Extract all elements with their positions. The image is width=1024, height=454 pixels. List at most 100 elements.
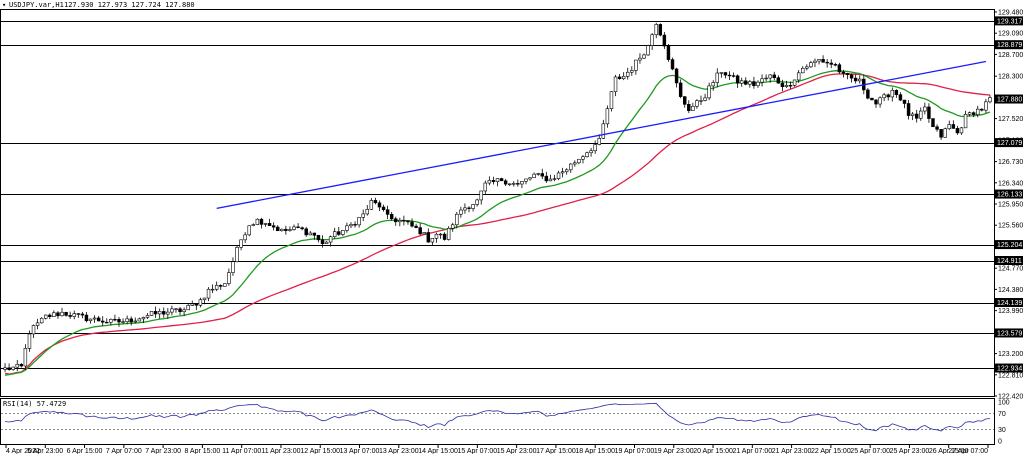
candle-194 xyxy=(792,79,797,87)
symbol-menu-icon[interactable]: ▾ xyxy=(2,1,6,9)
candle-42 xyxy=(174,308,178,313)
level-tag-7-label: 123.579 xyxy=(997,330,1022,337)
candle-body xyxy=(959,127,964,134)
level-tag-4-label: 125.204 xyxy=(997,242,1022,249)
candle-51 xyxy=(210,284,215,294)
candle-158 xyxy=(646,44,650,56)
candle-body xyxy=(471,204,475,209)
candle-body xyxy=(328,236,333,243)
candle-47 xyxy=(194,303,199,311)
y-tick-label-9: 125.950 xyxy=(998,202,1023,209)
candle-body xyxy=(516,183,520,185)
y-tick-label-1: 129.090 xyxy=(998,31,1023,38)
moving-averages xyxy=(4,70,991,376)
candle-body xyxy=(459,209,463,215)
candle-5 xyxy=(23,344,28,370)
candle-body xyxy=(931,118,935,128)
candle-body xyxy=(219,285,223,287)
candle-body xyxy=(858,78,862,82)
candle-78 xyxy=(320,235,325,248)
candle-1 xyxy=(7,363,11,371)
candle-109 xyxy=(446,226,451,241)
candle-150 xyxy=(613,74,618,97)
candle-94 xyxy=(385,205,390,220)
candle-145 xyxy=(593,140,597,154)
candle-95 xyxy=(389,211,394,221)
candle-body xyxy=(44,314,48,319)
candle-216 xyxy=(882,93,886,102)
candle-237 xyxy=(967,111,972,117)
candle-body xyxy=(483,182,488,192)
candle-6 xyxy=(27,330,32,352)
candle-39 xyxy=(162,307,166,318)
candle-body xyxy=(943,128,947,138)
candle-body xyxy=(540,173,544,177)
candle-body xyxy=(105,321,109,324)
current-price-tag: 127.880 xyxy=(995,94,1023,104)
candle-43 xyxy=(178,307,182,315)
candle-body xyxy=(353,224,357,226)
candle-body xyxy=(19,364,24,367)
candle-144 xyxy=(589,147,593,157)
rsi-tick-label-1: 70 xyxy=(998,411,1006,418)
candle-215 xyxy=(878,96,882,108)
candle-124 xyxy=(507,183,512,186)
candle-126 xyxy=(516,179,520,187)
candle-110 xyxy=(451,222,455,232)
candle-body xyxy=(874,99,878,105)
y-tick-label-12: 124.770 xyxy=(998,266,1023,273)
candle-body xyxy=(23,348,28,367)
candle-99 xyxy=(406,220,410,225)
x-tick-label-13: 15 Apr 23:00 xyxy=(497,448,537,454)
ascending-trendline[interactable] xyxy=(216,60,987,209)
candle-148 xyxy=(605,105,610,128)
price-axis: 129.480129.090128.700128.300127.910127.5… xyxy=(994,10,1023,401)
candle-body xyxy=(125,318,129,322)
candle-91 xyxy=(373,197,378,205)
candle-body xyxy=(357,217,361,226)
candle-body xyxy=(564,169,569,173)
rsi-tick-label-2: 30 xyxy=(998,427,1006,434)
candle-body xyxy=(821,59,825,63)
level-tag-4-bg xyxy=(995,240,1023,250)
current-price-tag-bg xyxy=(995,94,1023,104)
candle-168 xyxy=(687,100,691,114)
candle-body xyxy=(890,90,895,98)
x-tick-label-25: 27 Apr 07:00 xyxy=(948,448,988,454)
level-tag-1-bg xyxy=(995,40,1023,50)
candle-body xyxy=(3,367,7,370)
level-tag-0-bg xyxy=(995,16,1023,26)
candle-76 xyxy=(312,232,317,240)
ohlc-header: 127.930 127.973 127.724 127.880 xyxy=(64,1,195,9)
candle-body xyxy=(141,317,146,320)
candle-234 xyxy=(955,125,960,135)
trendline-layer[interactable] xyxy=(216,60,987,209)
candle-body xyxy=(898,94,903,101)
candle-202 xyxy=(825,59,829,68)
candle-117 xyxy=(479,190,483,205)
candle-body xyxy=(788,85,793,87)
candle-232 xyxy=(947,120,951,131)
candle-238 xyxy=(971,111,976,118)
candle-93 xyxy=(381,204,386,212)
x-tick-label-16: 19 Apr 07:00 xyxy=(615,448,655,454)
x-tick-label-17: 19 Apr 23:00 xyxy=(654,448,694,454)
candle-38 xyxy=(157,308,162,319)
candle-body xyxy=(813,60,817,63)
candle-body xyxy=(27,333,32,349)
candle-32 xyxy=(133,317,137,324)
candle-46 xyxy=(190,300,194,306)
candle-body xyxy=(373,200,378,204)
y-tick-label-13: 124.380 xyxy=(998,287,1023,294)
candle-59 xyxy=(243,232,247,244)
y-tick-label-5: 127.520 xyxy=(998,116,1023,123)
candle-218 xyxy=(890,87,895,102)
candle-81 xyxy=(332,227,337,239)
candle-body xyxy=(971,112,976,115)
candle-body xyxy=(711,82,715,87)
candle-body xyxy=(577,158,581,164)
candle-body xyxy=(223,283,227,287)
candle-160 xyxy=(654,22,658,39)
candle-111 xyxy=(455,211,459,229)
